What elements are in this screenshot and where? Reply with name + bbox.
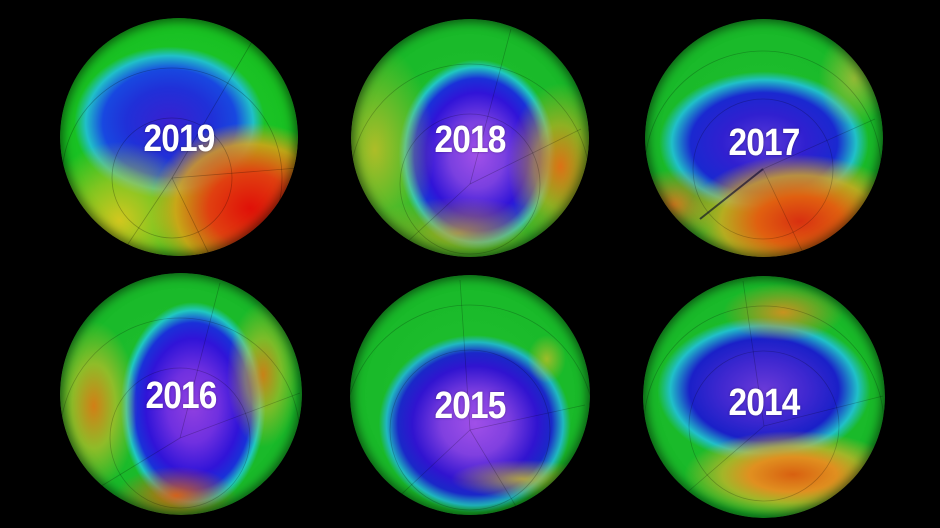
year-label: 2017 [728, 122, 801, 164]
latitude-longitude-grid [350, 279, 590, 515]
latitude-longitude-grid [61, 27, 298, 256]
globe-2016: 2016 [60, 273, 302, 515]
latitude-longitude-grid [645, 50, 882, 257]
year-label: 2018 [434, 119, 507, 161]
latitude-longitude-grid [60, 282, 301, 515]
globe-2018: 2018 [351, 19, 589, 257]
year-label: 2015 [434, 385, 507, 427]
globe-2017: 2017 [645, 19, 883, 257]
latitude-longitude-grid [643, 280, 885, 518]
year-label: 2014 [728, 382, 801, 424]
year-label: 2016 [145, 375, 218, 417]
globe-2015: 2015 [350, 275, 590, 515]
globe-2019: 2019 [60, 18, 298, 256]
globe-2014: 2014 [643, 276, 885, 518]
latitude-longitude-grid [351, 28, 589, 257]
year-label: 2019 [143, 118, 216, 160]
